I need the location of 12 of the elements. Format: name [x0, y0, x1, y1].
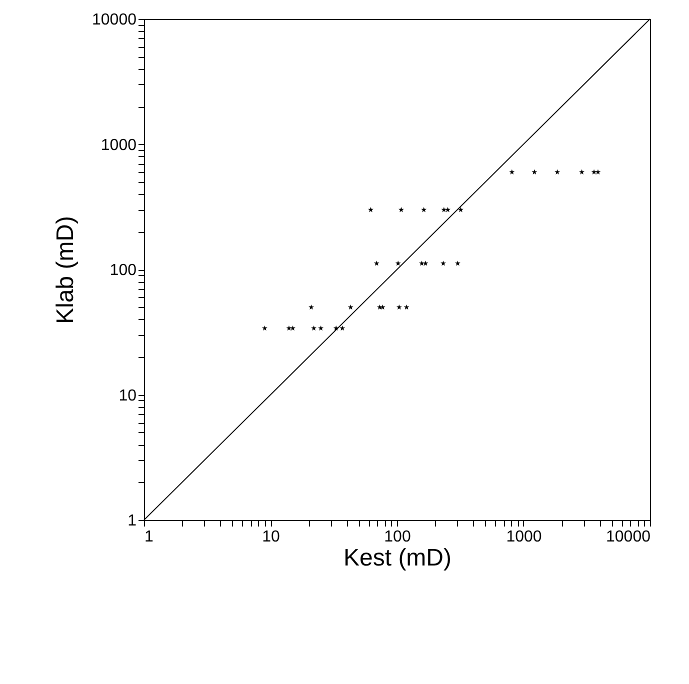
- x-tick-label: 1000: [506, 528, 542, 546]
- x-tick-label: 10: [262, 528, 280, 546]
- y-axis-title: Klab (mD): [52, 216, 80, 324]
- x-tick-label: 1: [144, 528, 154, 546]
- x-tick-label: 100: [384, 528, 411, 546]
- y-tick-label: 100: [110, 262, 137, 279]
- x-axis-title: Kest (mD): [344, 544, 452, 572]
- y-tick-label: 1: [128, 512, 137, 530]
- y-tick-label: 10: [118, 387, 137, 404]
- y-tick-label: 1000: [100, 136, 137, 154]
- y-tick-label: 10000: [92, 12, 137, 28]
- x-tick-label: 10000: [606, 528, 651, 546]
